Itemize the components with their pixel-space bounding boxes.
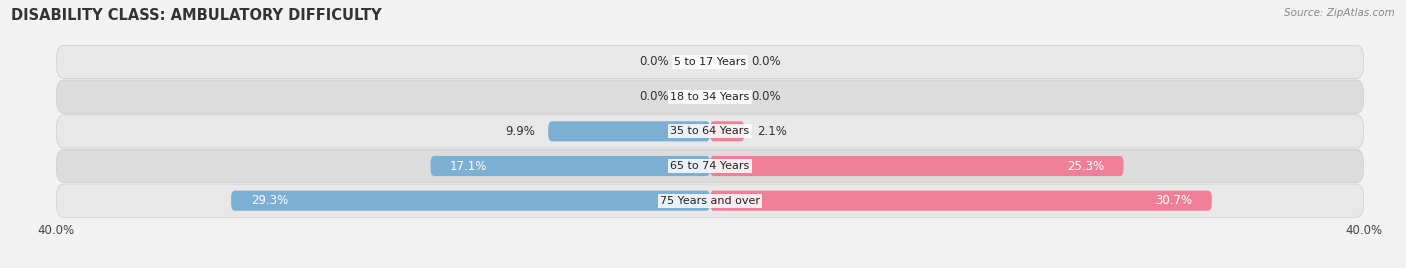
FancyBboxPatch shape bbox=[56, 184, 1364, 217]
Text: 30.7%: 30.7% bbox=[1156, 194, 1192, 207]
FancyBboxPatch shape bbox=[56, 149, 1364, 183]
FancyBboxPatch shape bbox=[56, 115, 1364, 148]
FancyBboxPatch shape bbox=[710, 121, 744, 142]
FancyBboxPatch shape bbox=[710, 156, 1123, 176]
Text: 0.0%: 0.0% bbox=[751, 55, 780, 68]
Text: 25.3%: 25.3% bbox=[1067, 159, 1104, 173]
FancyBboxPatch shape bbox=[548, 121, 710, 142]
Text: 75 Years and over: 75 Years and over bbox=[659, 196, 761, 206]
FancyBboxPatch shape bbox=[710, 191, 1212, 211]
Text: 65 to 74 Years: 65 to 74 Years bbox=[671, 161, 749, 171]
FancyBboxPatch shape bbox=[231, 191, 710, 211]
Text: 2.1%: 2.1% bbox=[758, 125, 787, 138]
Text: 29.3%: 29.3% bbox=[250, 194, 288, 207]
FancyBboxPatch shape bbox=[430, 156, 710, 176]
Text: 0.0%: 0.0% bbox=[640, 90, 669, 103]
Text: 0.0%: 0.0% bbox=[640, 55, 669, 68]
FancyBboxPatch shape bbox=[56, 45, 1364, 79]
Text: 0.0%: 0.0% bbox=[751, 90, 780, 103]
Text: 17.1%: 17.1% bbox=[450, 159, 488, 173]
Text: 35 to 64 Years: 35 to 64 Years bbox=[671, 126, 749, 136]
Text: 18 to 34 Years: 18 to 34 Years bbox=[671, 92, 749, 102]
Text: Source: ZipAtlas.com: Source: ZipAtlas.com bbox=[1284, 8, 1395, 18]
Text: DISABILITY CLASS: AMBULATORY DIFFICULTY: DISABILITY CLASS: AMBULATORY DIFFICULTY bbox=[11, 8, 382, 23]
FancyBboxPatch shape bbox=[56, 80, 1364, 113]
Text: 5 to 17 Years: 5 to 17 Years bbox=[673, 57, 747, 67]
Text: 9.9%: 9.9% bbox=[505, 125, 536, 138]
